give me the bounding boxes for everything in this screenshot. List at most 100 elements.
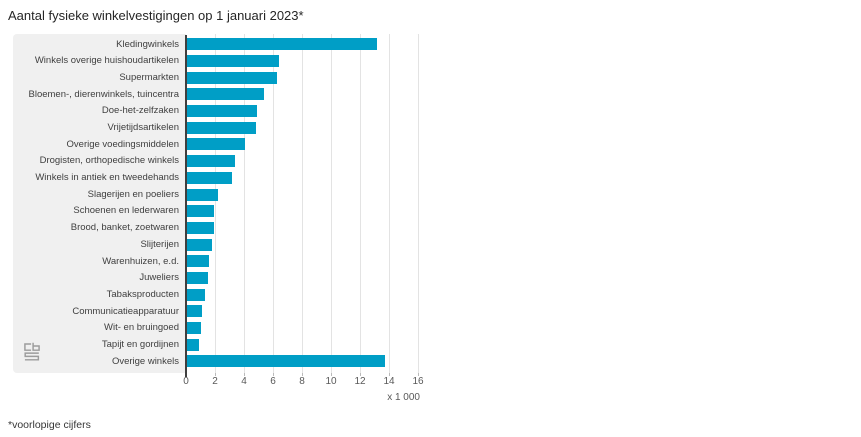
bar[interactable]: [186, 105, 258, 118]
bar[interactable]: [186, 271, 208, 284]
bar[interactable]: [186, 355, 385, 368]
bar[interactable]: [186, 288, 205, 301]
bar-row: Slijterijen: [13, 236, 420, 253]
bar-row: Tabaksproducten: [13, 286, 420, 303]
bar[interactable]: [186, 255, 210, 268]
x-tick-label: 4: [241, 376, 247, 387]
category-label: Brood, banket, zoetwaren: [70, 222, 179, 234]
x-axis: 0 2 4 6 8 10 12 14 16: [183, 373, 424, 389]
bar-row: Supermarkten: [13, 69, 420, 86]
bar-track: [186, 155, 420, 168]
bar-track: [186, 71, 420, 84]
bar-track: [186, 138, 420, 151]
bar[interactable]: [186, 305, 202, 318]
x-tick-label: 0: [183, 376, 189, 387]
bar[interactable]: [186, 205, 214, 218]
bar-row: Winkels in antiek en tweedehands: [13, 170, 420, 187]
bar-track: [186, 322, 420, 335]
category-label: Juweliers: [139, 272, 179, 284]
bar-track: [186, 221, 420, 234]
x-tick-label: 8: [299, 376, 305, 387]
bar[interactable]: [186, 171, 233, 184]
bar-track: [186, 205, 420, 218]
bar-track: [186, 121, 420, 134]
bar-row: Wit- en bruingoed: [13, 320, 420, 337]
x-tick-mark: [215, 373, 216, 376]
bar-row: Bloemen-, dierenwinkels, tuincentra: [13, 86, 420, 103]
gridline: [302, 34, 303, 373]
bar-row: Tapijt en gordijnen: [13, 336, 420, 353]
bar[interactable]: [186, 238, 213, 251]
gridline: [244, 34, 245, 373]
category-label: Supermarkten: [119, 71, 179, 83]
x-tick-mark: [360, 373, 361, 376]
bar[interactable]: [186, 338, 200, 351]
bar-track: [186, 188, 420, 201]
category-label: Slagerijen en poeliers: [87, 188, 179, 200]
category-label: Warenhuizen, e.d.: [102, 255, 179, 267]
bar[interactable]: [186, 221, 214, 234]
bar-row: Juweliers: [13, 270, 420, 287]
x-tick-mark: [302, 373, 303, 376]
bar-rows: Kledingwinkels Winkels overige huishoudar…: [13, 34, 420, 373]
gridline: [215, 34, 216, 373]
bar-row: Schoenen en lederwaren: [13, 203, 420, 220]
bar-track: [186, 355, 420, 368]
category-label: Drogisten, orthopedische winkels: [39, 155, 179, 167]
bar-track: [186, 255, 420, 268]
category-label: Overige winkels: [111, 355, 179, 367]
bar[interactable]: [186, 155, 236, 168]
gridline: [360, 34, 361, 373]
x-tick-mark: [331, 373, 332, 376]
chart-panel: Kledingwinkels Winkels overige huishoudar…: [13, 34, 420, 377]
x-tick-label: 10: [325, 376, 337, 387]
x-tick-mark: [418, 373, 419, 376]
category-label: Schoenen en lederwaren: [73, 205, 179, 217]
x-tick-label: 2: [212, 376, 218, 387]
bar-row: Drogisten, orthopedische winkels: [13, 153, 420, 170]
category-label: Wit- en bruingoed: [104, 322, 179, 334]
bar[interactable]: [186, 188, 218, 201]
bar[interactable]: [186, 121, 256, 134]
x-tick-label: 6: [270, 376, 276, 387]
category-label: Overige voedingsmiddelen: [66, 138, 179, 150]
bar-row: Overige winkels: [13, 353, 420, 370]
bar-row: Brood, banket, zoetwaren: [13, 220, 420, 237]
bar-row: Warenhuizen, e.d.: [13, 253, 420, 270]
bar-track: [186, 305, 420, 318]
category-label: Tapijt en gordijnen: [101, 338, 179, 350]
bar-row: Communicatieapparatuur: [13, 303, 420, 320]
cbs-logo-icon: [24, 342, 40, 361]
bar[interactable]: [186, 138, 246, 151]
category-label: Tabaksproducten: [106, 288, 179, 300]
gridline: [389, 34, 390, 373]
x-tick-mark: [244, 373, 245, 376]
y-axis-line: [185, 35, 187, 377]
x-axis-unit-label: x 1 000: [387, 392, 420, 403]
bar-row: Vrijetijdsartikelen: [13, 119, 420, 136]
bar-track: [186, 38, 420, 51]
x-tick-mark: [389, 373, 390, 376]
footnote: *voorlopige cijfers: [8, 419, 91, 431]
gridline: [418, 34, 419, 373]
bar-row: Kledingwinkels: [13, 36, 420, 53]
bar-track: [186, 288, 420, 301]
category-label: Winkels in antiek en tweedehands: [35, 172, 179, 184]
bar[interactable]: [186, 38, 378, 51]
bar[interactable]: [186, 71, 278, 84]
bar[interactable]: [186, 55, 279, 68]
bar-track: [186, 338, 420, 351]
category-label: Communicatieapparatuur: [72, 305, 179, 317]
category-label: Bloemen-, dierenwinkels, tuincentra: [28, 88, 180, 100]
x-tick-mark: [273, 373, 274, 376]
bar-row: Winkels overige huishoudartikelen: [13, 53, 420, 70]
bar-track: [186, 55, 420, 68]
bar-track: [186, 271, 420, 284]
x-tick-label: 16: [412, 376, 424, 387]
page-title: Aantal fysieke winkelvestigingen op 1 ja…: [8, 8, 304, 23]
bar[interactable]: [186, 88, 265, 101]
bar-row: Overige voedingsmiddelen: [13, 136, 420, 153]
category-label: Slijterijen: [140, 238, 179, 250]
bar[interactable]: [186, 322, 201, 335]
bar-track: [186, 238, 420, 251]
